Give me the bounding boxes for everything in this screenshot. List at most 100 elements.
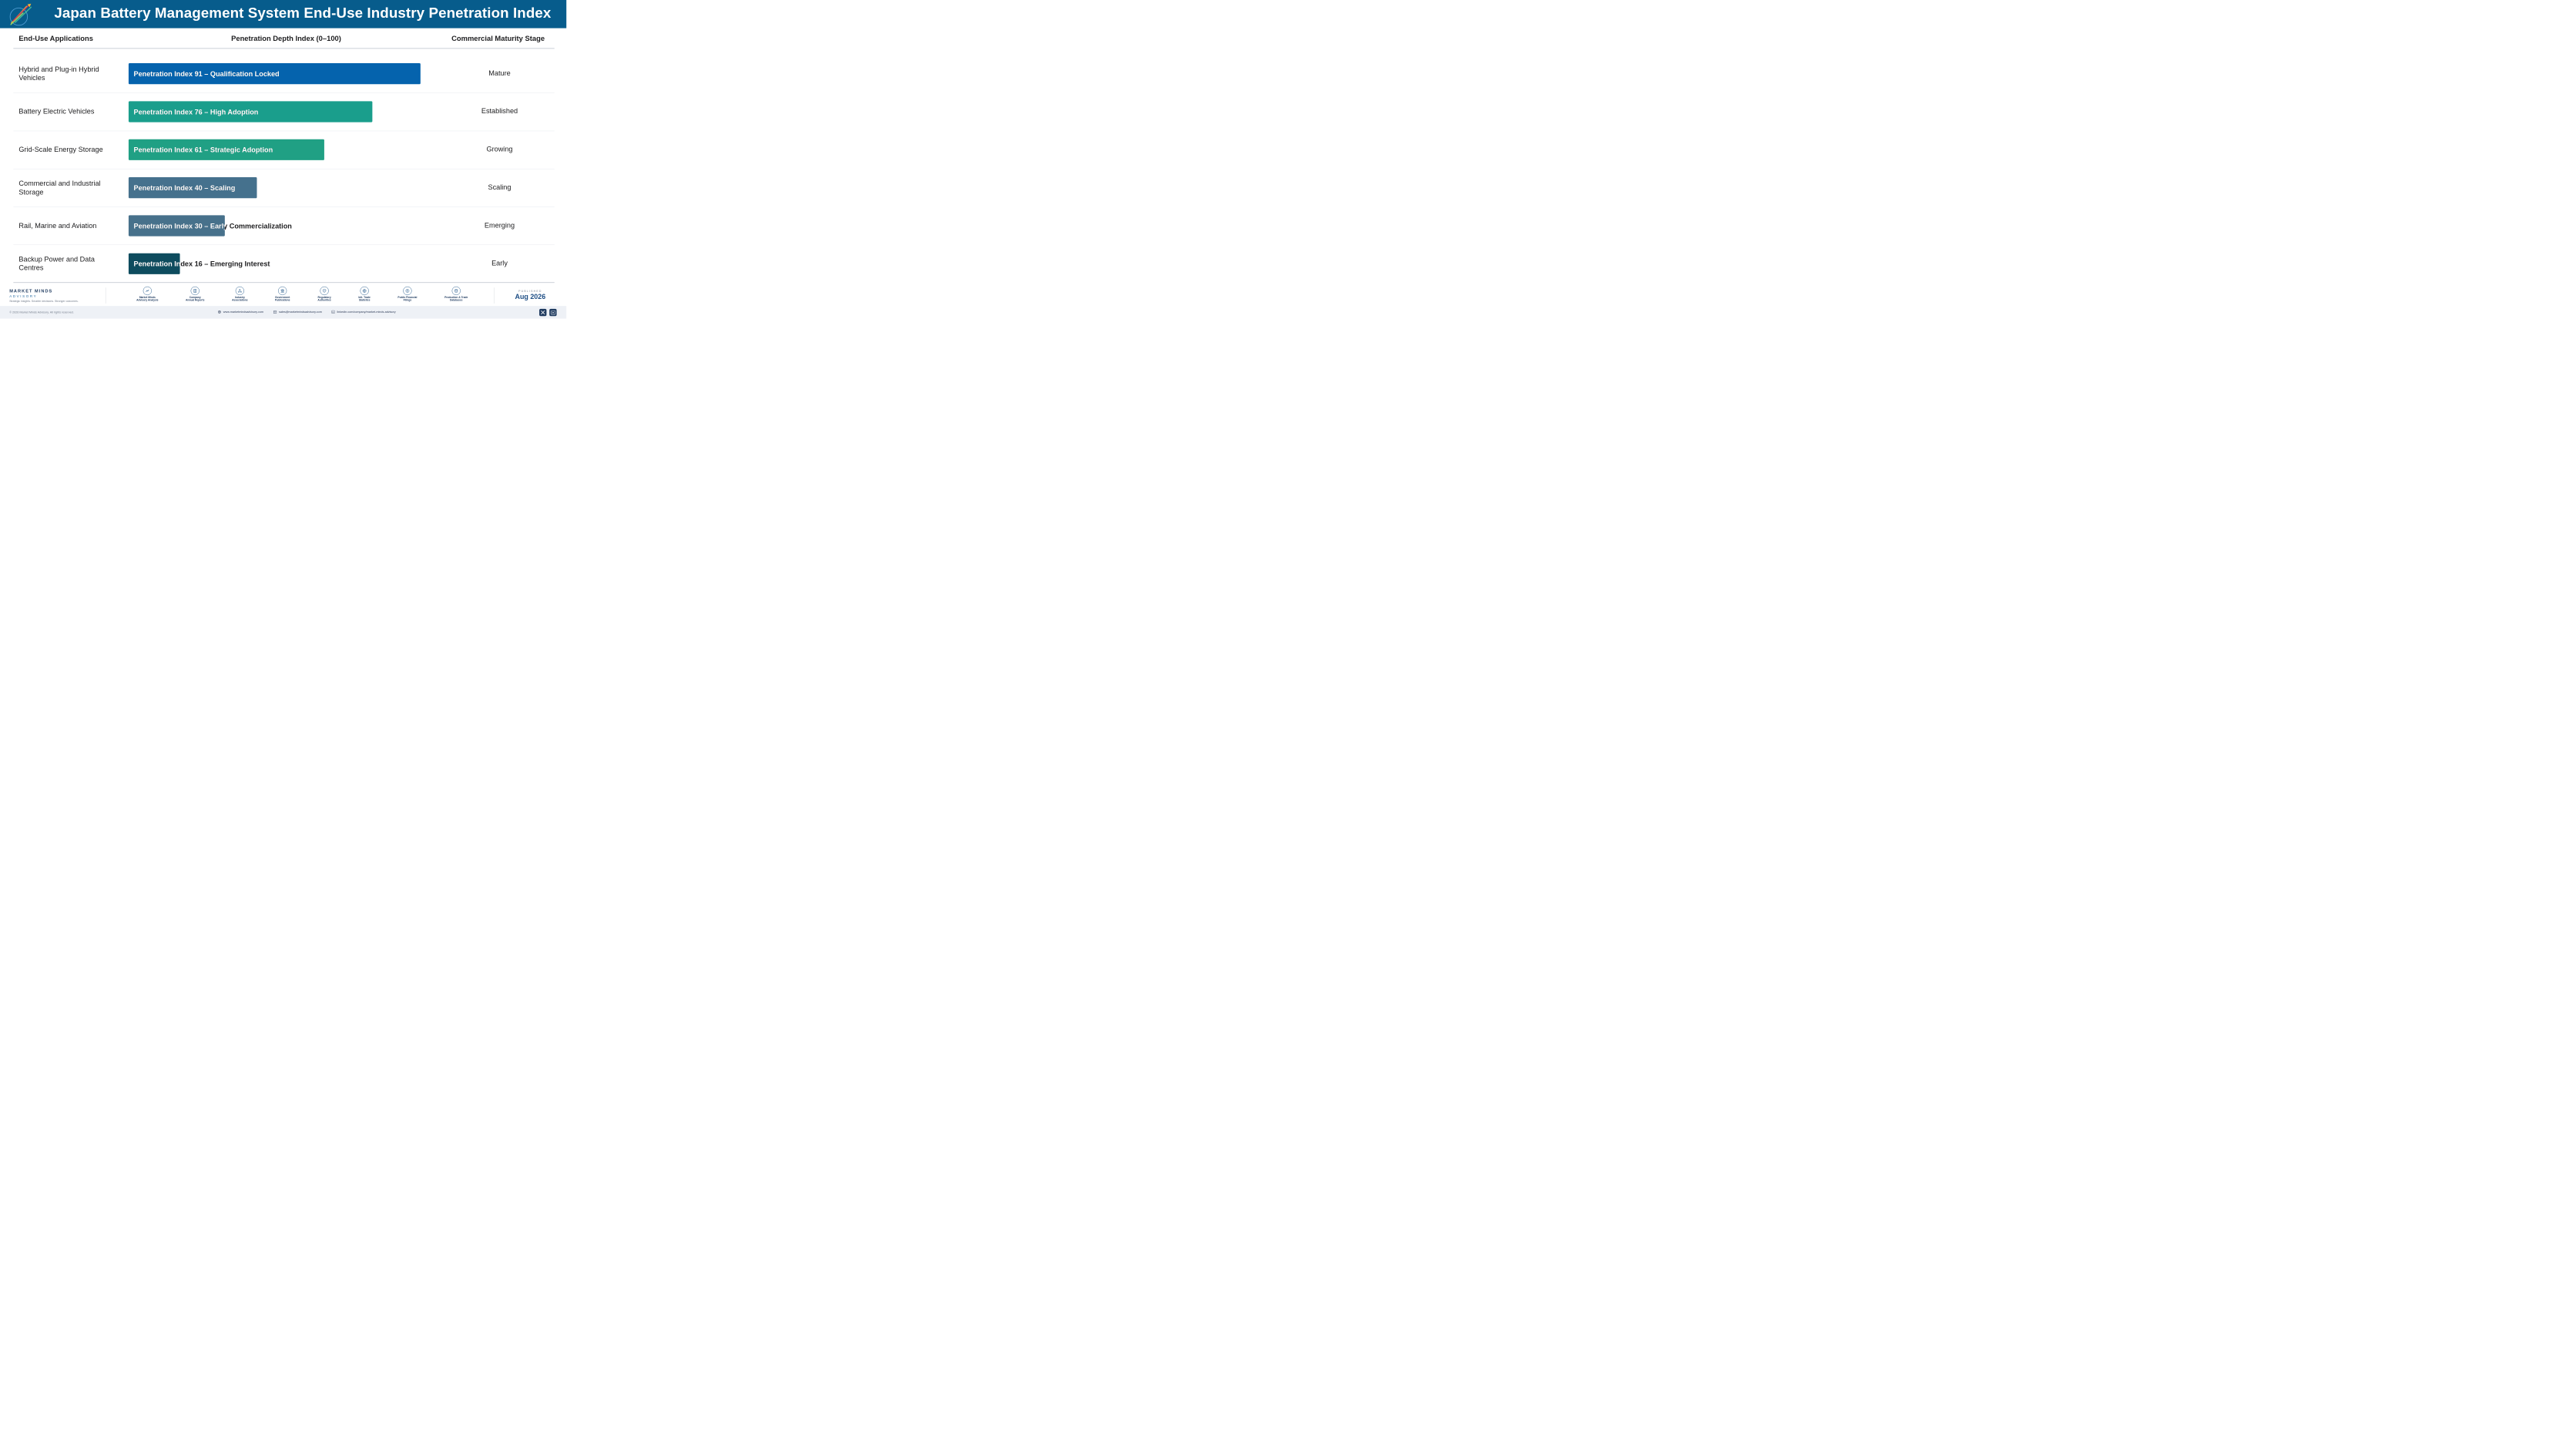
source-item: Production & Trade Databases xyxy=(436,286,476,302)
source-label: Production & Trade Databases xyxy=(436,296,476,302)
column-header-applications: End-Use Applications xyxy=(18,35,93,43)
source-item: Regulatory Authorities xyxy=(304,286,344,302)
source-label-line2: Databases xyxy=(450,299,463,302)
globe-icon xyxy=(362,289,367,293)
source-icon-badge xyxy=(143,286,152,296)
youtube-social-button[interactable] xyxy=(549,308,557,317)
bar-label-overlay: Penetration Index 16 – Emerging Interest xyxy=(133,260,270,268)
source-icon-badge xyxy=(190,286,200,296)
source-label-line2: Statistics xyxy=(358,299,371,302)
maturity-stage: Scaling xyxy=(488,183,512,192)
bar xyxy=(128,101,373,123)
website-text: www.marketmindsadvisory.com xyxy=(223,310,264,314)
source-label-line2: Filings xyxy=(403,299,412,302)
maturity-stage: Growing xyxy=(486,145,513,153)
bar xyxy=(128,63,421,85)
source-label: Regulatory Authorities xyxy=(304,296,344,302)
maturity-stage: Established xyxy=(481,107,518,116)
source-label-line1: Public Financial xyxy=(397,296,418,299)
header-divider xyxy=(13,48,555,49)
source-label-line1: Government xyxy=(275,296,290,299)
source-icon-badge xyxy=(360,286,369,296)
source-icon-badge xyxy=(235,286,244,296)
website-link[interactable]: www.marketmindsadvisory.com xyxy=(217,310,264,314)
row-label: Grid-Scale Energy Storage xyxy=(18,146,103,154)
source-label-line1: Production & Trade xyxy=(444,296,468,299)
row-label: Backup Power and Data Centres xyxy=(18,255,95,273)
row-label: Battery Electric Vehicles xyxy=(18,107,95,116)
bar-label-overlay: Penetration Index 91 – Qualification Loc… xyxy=(133,70,279,78)
svg-text:in: in xyxy=(332,311,334,314)
maturity-stage: Early xyxy=(491,259,508,267)
trend-chart-icon xyxy=(146,289,149,293)
bar-label: Penetration Index 40 – Scaling xyxy=(133,184,235,192)
source-icon-badge: $ xyxy=(403,286,412,296)
source-item: Company Annual Reports xyxy=(175,286,215,302)
bar xyxy=(128,177,257,199)
linkedin-text: linkedin.com/company/market-minds-adviso… xyxy=(337,310,396,314)
footer: MARKET MINDS ADVISORY Strategic insights… xyxy=(0,284,567,307)
source-label: Market Minds Advisory Analysis xyxy=(128,296,168,302)
bar-label: Penetration Index 61 – Strategic Adoptio… xyxy=(133,146,273,154)
database-icon xyxy=(454,289,458,293)
row-label: Hybrid and Plug-in Hybrid Vehicles xyxy=(18,65,99,82)
linkedin-icon: in xyxy=(331,310,335,314)
source-label-line2: Advisory Analysis xyxy=(136,299,159,302)
penetration-bar-chart: Penetration Index 91 – Qualification Loc… xyxy=(128,63,421,274)
page-root: Japan Battery Management System End-Use … xyxy=(0,0,567,319)
source-item: $ Public Financial Filings xyxy=(387,286,428,302)
email-link[interactable]: sales@marketmindsadvisory.com xyxy=(273,310,322,314)
source-label-line1: Regulatory xyxy=(317,296,331,299)
document-icon xyxy=(193,289,196,293)
source-label: Government Publications xyxy=(263,296,303,302)
source-label: Public Financial Filings xyxy=(387,296,428,302)
growth-arrows-logo xyxy=(9,3,32,26)
brand-name: MARKET MINDS xyxy=(9,288,53,294)
source-label-line2: Authorities xyxy=(317,299,331,302)
bar xyxy=(128,139,324,160)
bar-label-overlay: Penetration Index 76 – High Adoption xyxy=(133,108,258,116)
bar xyxy=(128,215,225,237)
published-label: PUBLISHED xyxy=(518,289,542,293)
brand-tagline: Strategic insights. Smarter decisions. S… xyxy=(9,299,79,303)
source-icon-badge xyxy=(320,286,329,296)
row-label: Rail, Marine and Aviation xyxy=(18,221,97,230)
source-item: Government Publications xyxy=(263,286,303,302)
bar-label-overlay: Penetration Index 61 – Strategic Adoptio… xyxy=(133,146,273,154)
maturity-stage: Mature xyxy=(488,69,511,78)
source-label-line2: Associations xyxy=(232,299,248,302)
footer-bar: © 2026 Market Minds Advisory. All rights… xyxy=(0,306,567,319)
email-text: sales@marketmindsadvisory.com xyxy=(278,310,322,314)
x-social-button[interactable] xyxy=(539,308,547,317)
bar-label: Penetration Index 30 – Early Commerciali… xyxy=(133,222,292,230)
published-date: Aug 2026 xyxy=(515,293,546,301)
bar-label: Penetration Index 76 – High Adoption xyxy=(133,108,258,116)
source-item: Market Minds Advisory Analysis xyxy=(128,286,168,302)
shield-check-icon xyxy=(322,289,327,293)
source-item: Intl. Trade Statistics xyxy=(344,286,384,302)
page-title: Japan Battery Management System End-Use … xyxy=(54,5,552,22)
source-label-line1: Market Minds xyxy=(139,296,156,299)
linkedin-link[interactable]: in linkedin.com/company/market-minds-adv… xyxy=(331,310,396,314)
source-label-line2: Publications xyxy=(274,299,290,302)
government-building-icon xyxy=(280,289,285,293)
bar-label-overlay: Penetration Index 40 – Scaling xyxy=(133,184,235,192)
maturity-stage: Emerging xyxy=(484,221,515,230)
bar-label-overlay: Penetration Index 30 – Early Commerciali… xyxy=(133,222,292,230)
bar-label: Penetration Index 91 – Qualification Loc… xyxy=(133,70,279,78)
source-label-line2: Annual Reports xyxy=(185,299,205,302)
globe-icon xyxy=(217,310,221,314)
bar-label: Penetration Index 16 – Emerging Interest xyxy=(133,260,270,268)
bar xyxy=(128,253,180,274)
row-label: Commercial and Industrial Storage xyxy=(18,179,101,196)
network-icon xyxy=(237,288,242,293)
source-label: Intl. Trade Statistics xyxy=(344,296,384,302)
header-banner: Japan Battery Management System End-Use … xyxy=(0,0,567,29)
dollar-coin-icon: $ xyxy=(405,289,410,293)
column-header-stage: Commercial Maturity Stage xyxy=(451,35,545,43)
source-label: Industry Associations xyxy=(220,296,260,302)
source-item: Industry Associations xyxy=(220,286,260,302)
brand-subtitle: ADVISORY xyxy=(9,294,38,299)
source-label-line1: Industry xyxy=(234,296,245,299)
x-logo-icon xyxy=(541,310,545,315)
